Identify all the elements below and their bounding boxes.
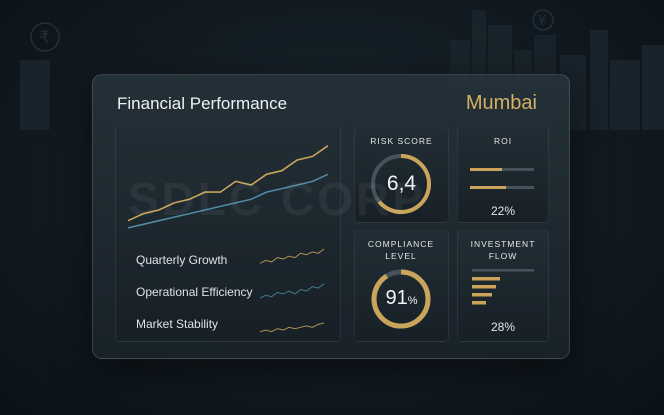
compliance-gauge-arc (371, 269, 431, 329)
sparkline-path-3 (259, 322, 325, 333)
city-label: Mumbai (465, 92, 537, 114)
financial-dashboard-panel: Financial Performance Mumbai Quarterly G… (92, 74, 570, 359)
sparkline-path-2 (259, 283, 325, 299)
page-title: Financial Performance (117, 94, 288, 113)
investment-bar-2 (472, 285, 496, 289)
risk-score-card: RISK SCORE 6,4 (354, 126, 449, 223)
risk-score-title: RISK SCORE (370, 136, 433, 146)
metric-label-market-stability: Market Stability (136, 317, 219, 331)
investment-bar-4 (472, 301, 486, 305)
investment-bar-1 (472, 277, 500, 281)
metric-label-quarterly-growth: Quarterly Growth (136, 253, 228, 267)
roi-card: ROI 22% (457, 126, 549, 223)
chart-series-line-1 (127, 145, 329, 222)
compliance-level-title: COMPLIANCE LEVEL (367, 239, 435, 261)
roi-bar-2 (470, 186, 506, 189)
watermark: SDLC CORP (128, 173, 426, 225)
sparkline-market-stability (259, 322, 325, 333)
roi-title: ROI (493, 136, 513, 146)
investment-flow-value: 28% (490, 320, 516, 334)
compliance-gauge (371, 269, 431, 329)
risk-score-gauge-arc (371, 154, 431, 214)
chart-series-line-2 (127, 173, 329, 229)
compliance-unit: % (407, 295, 418, 307)
sparkline-operational-efficiency (259, 283, 325, 299)
compliance-level-value: 91% (355, 287, 448, 310)
investment-flow-card: INVESTMENT FLOW 28% (457, 230, 549, 342)
sparkline-path-1 (259, 248, 325, 264)
roi-bar-chart (470, 168, 534, 189)
compliance-number: 91 (385, 287, 408, 309)
investment-bar-3 (472, 293, 492, 297)
risk-score-gauge (371, 154, 431, 214)
investment-flow-bars (472, 269, 534, 305)
sparkline-quarterly-growth (259, 248, 325, 264)
investment-flow-title: INVESTMENT FLOW (470, 239, 536, 261)
performance-line-chart (127, 145, 329, 229)
compliance-level-card: COMPLIANCE LEVEL 91% (354, 230, 449, 342)
risk-score-value: 6,4 (386, 172, 417, 195)
svg-text:₹: ₹ (39, 28, 50, 48)
metric-label-operational-efficiency: Operational Efficiency (136, 285, 253, 299)
roi-bar-1 (470, 168, 502, 171)
roi-value: 22% (490, 204, 516, 218)
svg-text:¥: ¥ (538, 14, 546, 29)
performance-chart-card: Quarterly Growth Operational Efficiency … (115, 126, 341, 342)
